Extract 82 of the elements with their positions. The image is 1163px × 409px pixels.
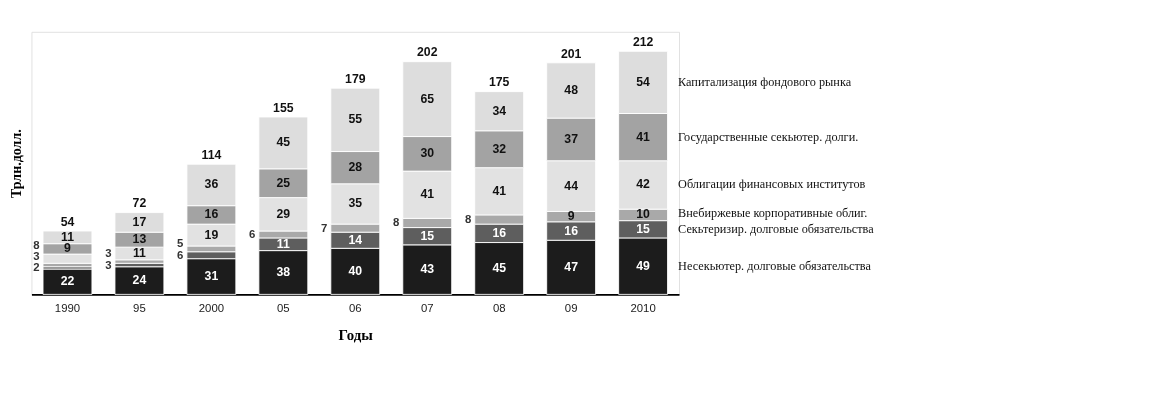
data-label: 41 [420,187,435,202]
data-label: 45 [492,260,507,275]
data-label: 16 [492,225,507,240]
data-label: 6 [177,248,184,261]
data-label: 31 [204,269,219,284]
bar [42,268,93,295]
data-label: 9 [567,209,575,224]
series-label: Несекьютер. долговые обязательства [678,258,872,273]
x-tick-label: 2010 [630,302,656,315]
data-label: 36 [204,177,219,192]
data-label: 8 [33,238,40,251]
data-label: 11 [132,245,147,260]
data-label: 8 [464,213,472,225]
total-label: 179 [345,71,366,86]
total-label: 155 [273,100,294,115]
y-axis-title: Трлн.долл. [8,129,24,198]
x-axis-title: Годы [338,327,374,344]
x-tick-label: 1990 [54,302,81,315]
data-label: 9 [64,241,72,256]
total-label: 54 [60,214,75,229]
data-label: 40 [348,263,363,278]
data-label: 43 [420,262,435,277]
data-label: 65 [420,91,435,106]
data-label: 41 [636,129,651,144]
data-label: 35 [348,196,363,211]
x-tick-label: 2000 [198,302,225,315]
data-label: 19 [204,227,219,242]
data-label: 17 [132,214,147,229]
x-tick-label: 08 [492,302,506,315]
data-label: 41 [492,183,507,198]
data-label: 30 [420,146,435,161]
series-label: Внебиржевые корпоративные облиг. [678,206,868,221]
data-label: 15 [636,221,651,236]
series-label: Государственные секьютер. долги. [678,129,859,144]
total-label: 175 [488,75,510,90]
data-label: 14 [348,232,363,247]
data-label: 2 [33,261,40,274]
bar [114,266,165,295]
data-label: 24 [132,273,147,288]
x-tick-label: 07 [420,302,434,315]
data-label: 28 [348,160,363,175]
data-label: 38 [276,265,291,279]
data-label: 3 [105,258,112,271]
data-label: 3 [33,250,40,263]
data-label: 10 [636,207,651,222]
data-label: 15 [420,228,435,243]
data-label: 54 [636,74,651,89]
data-label: 29 [276,206,291,221]
total-label: 114 [201,147,222,162]
x-tick-label: 05 [277,302,290,315]
data-label: 37 [564,131,579,146]
series-label: Капитализация фондового рынка [678,74,852,89]
series-label: Секьтеризир. долговые обязательства [678,221,875,236]
data-label: 25 [276,175,291,190]
data-label: 55 [348,112,363,127]
data-label: 42 [636,177,651,192]
total-label: 212 [632,35,654,50]
data-label: 8 [392,216,400,229]
data-label: 32 [492,141,507,156]
x-tick-label: 06 [348,302,362,315]
x-tick-label: 09 [564,302,578,315]
series-label: Облигации финансовых институтов [678,177,866,192]
data-label: 6 [249,227,256,240]
data-label: 11 [276,236,290,251]
data-label: 16 [564,223,579,238]
data-label: 16 [204,207,219,222]
data-label: 44 [564,178,579,193]
data-label: 34 [492,103,507,118]
total-label: 201 [560,46,582,61]
data-label: 47 [564,259,579,274]
data-label: 13 [132,232,147,247]
total-label: 72 [132,196,147,211]
data-label: 48 [564,82,579,97]
total-label: 202 [417,45,438,60]
data-label: 3 [105,247,112,260]
data-label: 22 [60,274,75,289]
data-label: 11 [61,229,75,244]
data-label: 5 [177,237,184,250]
data-label: 49 [636,258,651,273]
data-label: 45 [276,135,291,150]
data-label: 7 [321,221,328,234]
x-tick-label: 95 [133,302,146,315]
